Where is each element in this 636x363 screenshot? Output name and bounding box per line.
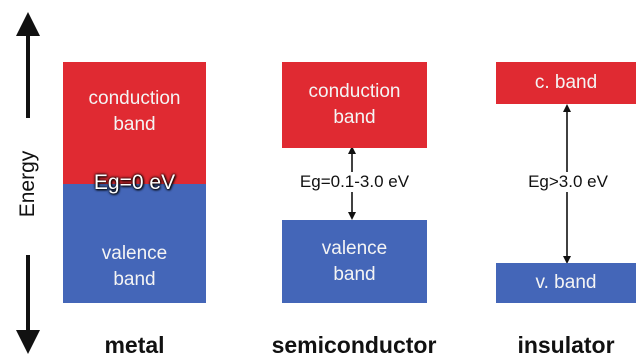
metal-conduction-label: conduction band — [88, 88, 181, 135]
insulator-conduction-band: c. band — [496, 62, 636, 104]
metal-gap-label: Eg=0 eV — [93, 171, 176, 194]
metal-valence-label: valence band — [101, 243, 168, 290]
semiconductor-title: semiconductor — [271, 332, 437, 358]
metal-title: metal — [104, 332, 165, 358]
semiconductor-valence-band: valence band — [282, 220, 427, 303]
energy-axis-label: Energy — [16, 150, 39, 218]
semiconductor-conduction-band: conduction band — [282, 62, 427, 148]
metal-conduction-band: conduction band — [63, 62, 206, 184]
insulator-valence-label: v. band — [535, 272, 597, 293]
semiconductor-conduction-label: conduction band — [308, 81, 401, 128]
semiconductor-valence-label: valence band — [321, 237, 388, 285]
insulator-gap-label: Eg>3.0 eV — [508, 172, 628, 192]
semiconductor-gap-label: Eg=0.1-3.0 eV — [282, 172, 427, 192]
insulator-title: insulator — [517, 332, 615, 358]
insulator-conduction-label: c. band — [534, 72, 598, 93]
insulator-valence-band: v. band — [496, 263, 636, 303]
metal-valence-band: valence band — [63, 184, 206, 303]
